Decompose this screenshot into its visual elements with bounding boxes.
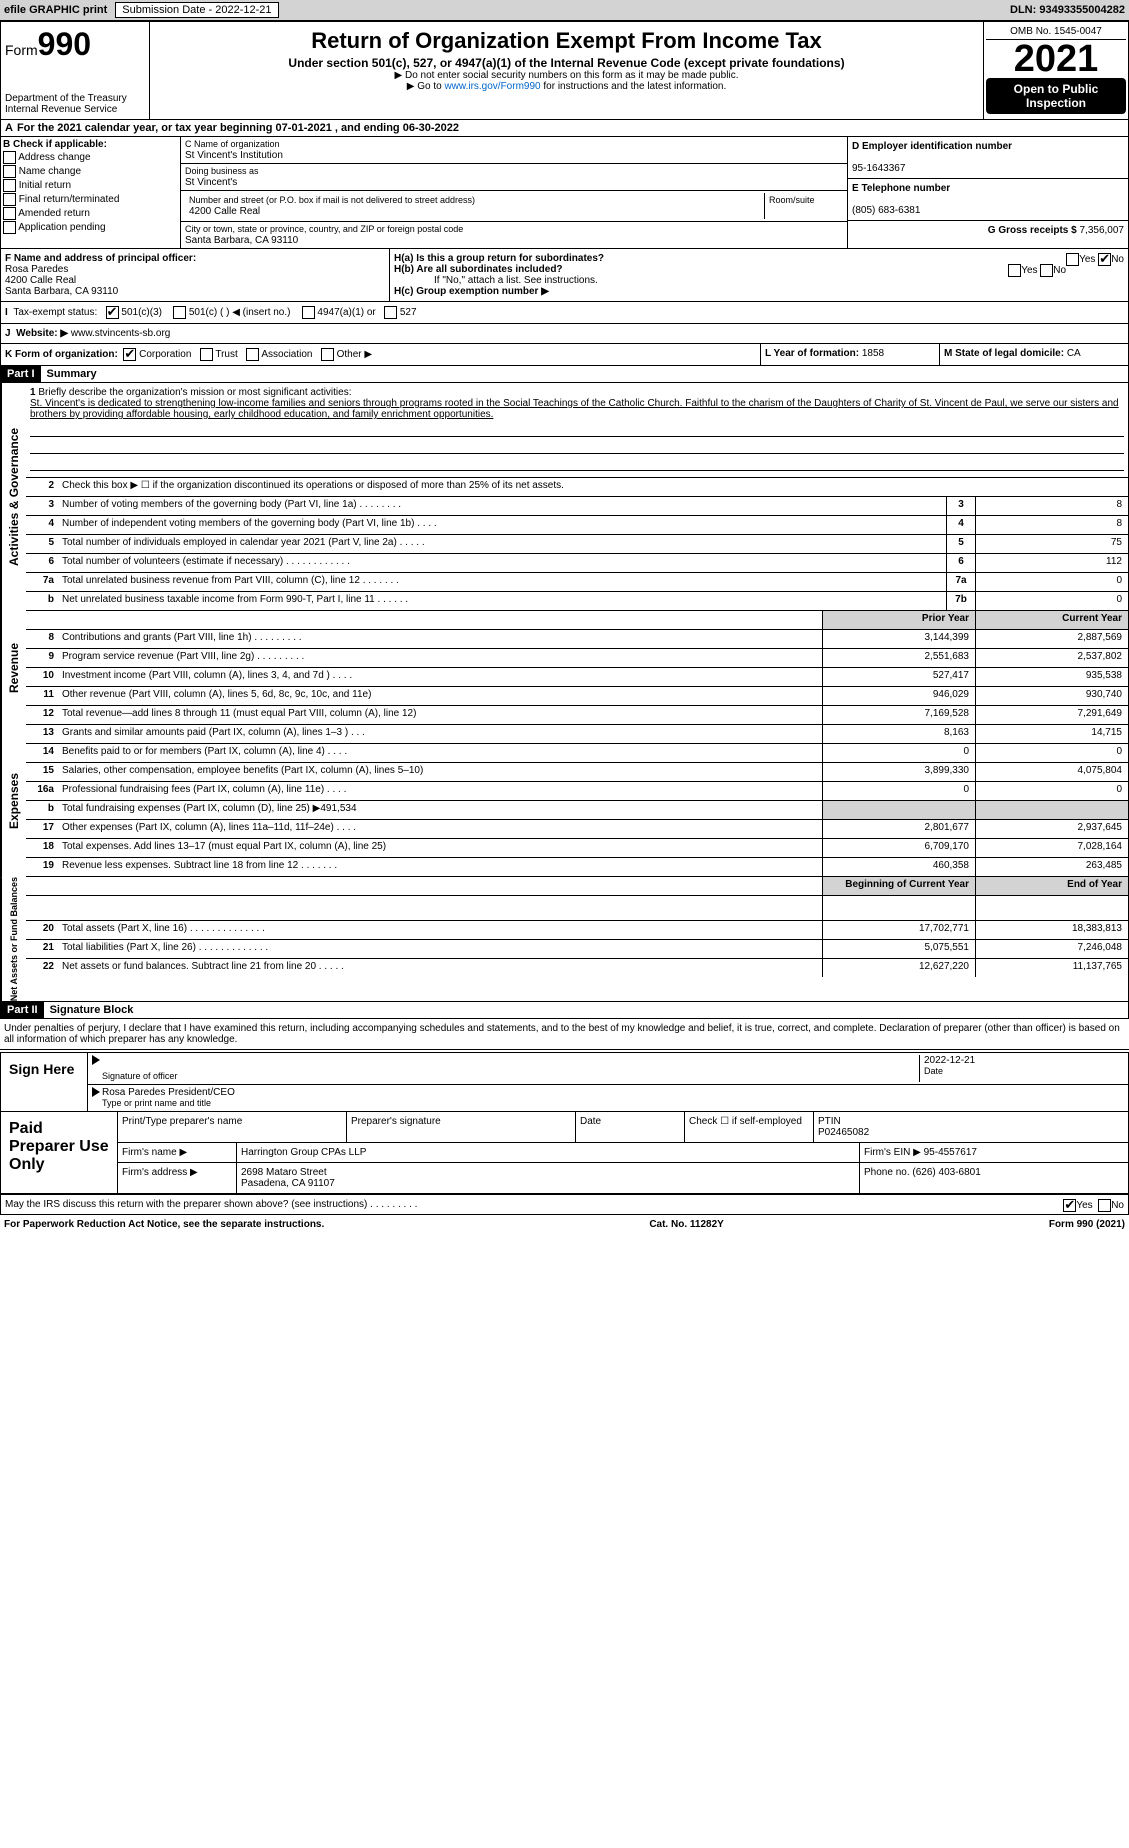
irs: Internal Revenue Service [5,104,145,115]
section-b-to-g: B Check if applicable: Address change Na… [0,137,1129,249]
city: Santa Barbara, CA 93110 [185,235,298,246]
tab-revenue: Revenue [1,611,26,725]
cb-address[interactable]: Address change [3,151,178,164]
irs-link[interactable]: www.irs.gov/Form990 [444,81,540,92]
sign-here-label: Sign Here [1,1053,88,1111]
governance-section: Activities & Governance 1 Briefly descri… [0,383,1129,611]
website: www.stvincents-sb.org [68,328,170,339]
part1-header: Part ISummary [0,366,1129,383]
mission: 1 Briefly describe the organization's mi… [26,383,1128,478]
tab-net-assets: Net Assets or Fund Balances [1,877,26,1001]
org-name: St Vincent's Institution [185,150,283,161]
tab-governance: Activities & Governance [1,383,26,611]
b-checkboxes: B Check if applicable: Address change Na… [1,137,181,248]
dba: St Vincent's [185,177,237,188]
signature-block: Sign Here Signature of officer2022-12-21… [0,1052,1129,1215]
paid-preparer-label: Paid Preparer Use Only [1,1112,118,1193]
period-row: AFor the 2021 calendar year, or tax year… [0,120,1129,137]
gross-receipts: 7,356,007 [1080,225,1125,236]
part2-header: Part IISignature Block [0,1002,1129,1019]
c-section: C Name of organizationSt Vincent's Insti… [181,137,848,248]
tab-expenses: Expenses [1,725,26,877]
cb-initial[interactable]: Initial return [3,179,178,192]
note2: ▶ Go to www.irs.gov/Form990 for instruct… [154,81,979,92]
cb-amended[interactable]: Amended return [3,207,178,220]
tax-status-row: I Tax-exempt status: 501(c)(3) 501(c) ( … [0,302,1129,324]
efile-bar: efile GRAPHIC print Submission Date - 20… [0,0,1129,20]
penalty-text: Under penalties of perjury, I declare th… [0,1019,1129,1050]
net-assets-section: Net Assets or Fund Balances Beginning of… [0,877,1129,1002]
website-row: J Website: ▶ www.stvincents-sb.org [0,324,1129,344]
revenue-section: Revenue Prior YearCurrent Year 8Contribu… [0,611,1129,725]
arrow-icon [92,1055,100,1065]
form-number: Form990 [5,26,145,63]
dln: DLN: 93493355004282 [1010,4,1125,16]
note1: ▶ Do not enter social security numbers o… [154,70,979,81]
form-header: Form990 Department of the Treasury Inter… [0,20,1129,120]
cb-name[interactable]: Name change [3,165,178,178]
f-h-row: F Name and address of principal officer:… [0,249,1129,302]
cb-final[interactable]: Final return/terminated [3,193,178,206]
d-e-g-section: D Employer identification number95-16433… [848,137,1128,248]
form-subtitle: Under section 501(c), 527, or 4947(a)(1)… [154,56,979,70]
dept: Department of the Treasury [5,93,145,104]
k-l-m-row: K Form of organization: Corporation Trus… [0,344,1129,366]
open-to-public: Open to Public Inspection [986,78,1126,114]
discuss-row: May the IRS discuss this return with the… [1,1194,1128,1214]
phone: (805) 683-6381 [852,205,920,216]
officer-name: Rosa Paredes [5,264,68,275]
submission-date: Submission Date - 2022-12-21 [115,2,278,18]
cb-pending[interactable]: Application pending [3,221,178,234]
street: 4200 Calle Real [189,206,260,217]
ein: 95-1643367 [852,163,905,174]
form-title: Return of Organization Exempt From Incom… [154,28,979,54]
efile-label: efile GRAPHIC print [4,4,107,16]
arrow-icon [92,1087,100,1097]
page-footer: For Paperwork Reduction Act Notice, see … [0,1215,1129,1234]
expenses-section: Expenses 13Grants and similar amounts pa… [0,725,1129,877]
tax-year: 2021 [986,40,1126,78]
